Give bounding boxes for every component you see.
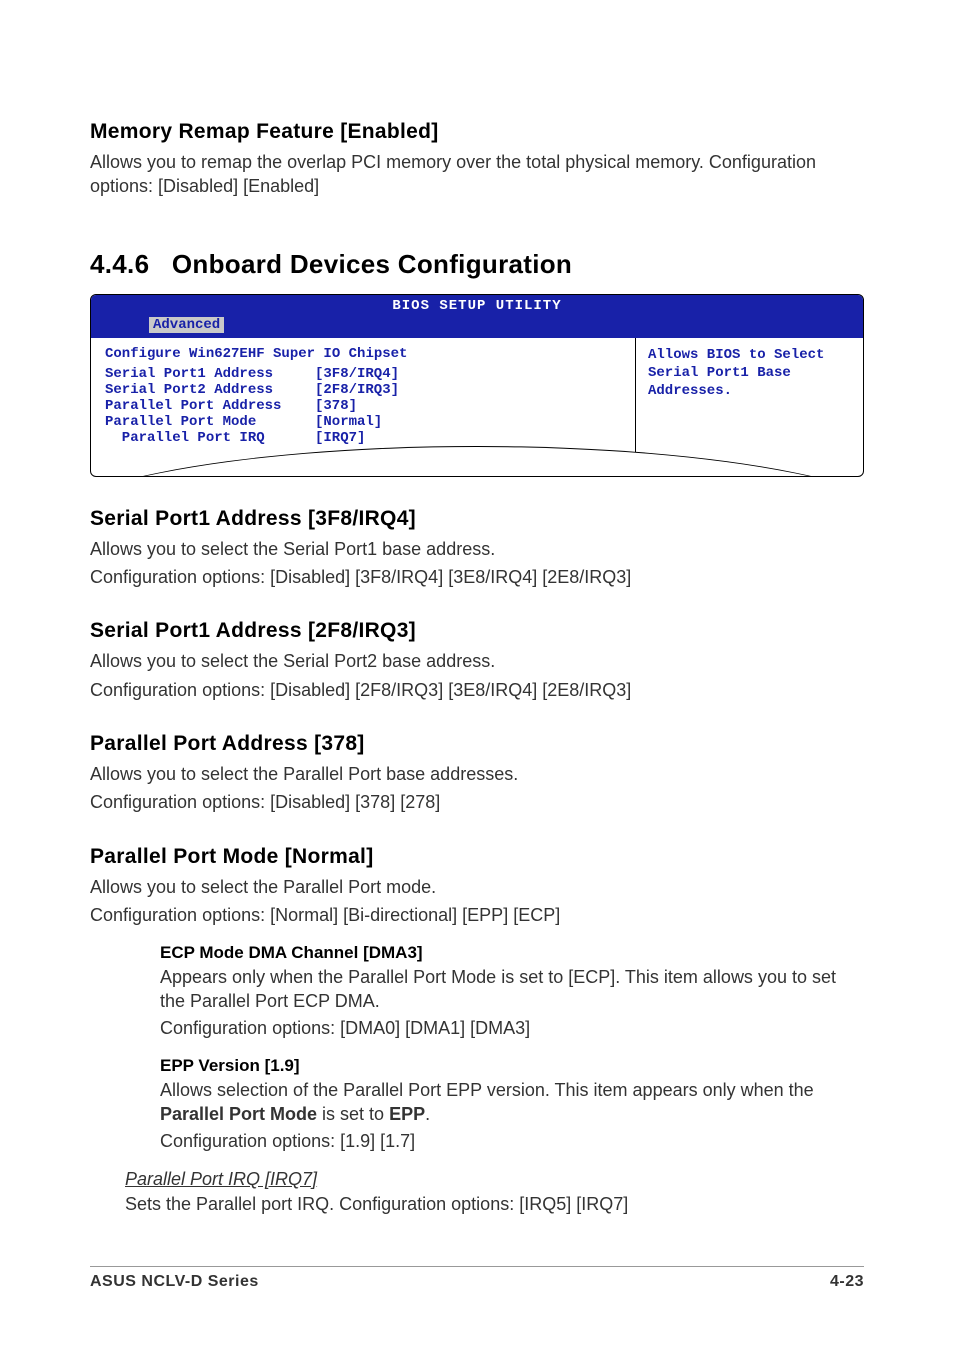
subheading-parallel-irq: Parallel Port IRQ [IRQ7] [125,1169,864,1190]
body-text: Configuration options: [DMA0] [DMA1] [DM… [160,1016,864,1040]
bios-row-label: Parallel Port Address [105,398,315,414]
bios-header: BIOS SETUP UTILITY Advanced [91,295,863,338]
chapter-number: 4.4.6 [90,249,149,279]
bios-row: Parallel Port Mode [Normal] [105,414,621,430]
text-fragment: is set to [317,1104,389,1124]
bios-screenshot: BIOS SETUP UTILITY Advanced Configure Wi… [90,294,864,477]
subheading-ecp: ECP Mode DMA Channel [DMA3] [160,943,864,963]
subsection-epp: EPP Version [1.9] Allows selection of th… [160,1056,864,1153]
body-text: Configuration options: [Disabled] [378] … [90,790,864,814]
body-text: Allows you to select the Parallel Port m… [90,875,864,899]
body-text: Allows you to select the Serial Port2 ba… [90,649,864,673]
bios-row-value: [IRQ7] [315,430,365,446]
heading-serial-port1-a: Serial Port1 Address [3F8/IRQ4] [90,507,864,531]
bios-row-value: [2F8/IRQ3] [315,382,399,398]
body-text: Configuration options: [Disabled] [3F8/I… [90,565,864,589]
heading-onboard-devices: 4.4.6 Onboard Devices Configuration [90,249,864,280]
bios-row-label: Parallel Port IRQ [105,430,315,446]
text-fragment: Allows selection of the Parallel Port EP… [160,1080,814,1100]
footer-right: 4-23 [830,1273,864,1291]
heading-parallel-addr: Parallel Port Address [378] [90,732,864,756]
bold-text: EPP [389,1104,425,1124]
body-text: Allows you to select the Parallel Port b… [90,762,864,786]
body-text: Allows selection of the Parallel Port EP… [160,1078,864,1127]
text-fragment: . [425,1104,430,1124]
subsection-ecp: ECP Mode DMA Channel [DMA3] Appears only… [160,943,864,1040]
body-text: Configuration options: [Normal] [Bi-dire… [90,903,864,927]
bios-row: Serial Port1 Address [3F8/IRQ4] [105,366,621,382]
bold-text: Parallel Port Mode [160,1104,317,1124]
bios-row-value: [Normal] [315,414,382,430]
heading-parallel-mode: Parallel Port Mode [Normal] [90,845,864,869]
body-memory-remap: Allows you to remap the overlap PCI memo… [90,150,864,199]
chapter-title: Onboard Devices Configuration [172,249,572,279]
bios-row-label: Serial Port2 Address [105,382,315,398]
page-footer: ASUS NCLV-D Series 4-23 [90,1266,864,1291]
bios-header-title: BIOS SETUP UTILITY [91,297,863,317]
bios-tab-row: Advanced [91,316,863,338]
heading-memory-remap: Memory Remap Feature [Enabled] [90,120,864,144]
bios-row-value: [3F8/IRQ4] [315,366,399,382]
bios-row: Parallel Port IRQ [IRQ7] [105,430,621,446]
body-text: Allows you to select the Serial Port1 ba… [90,537,864,561]
body-text: Appears only when the Parallel Port Mode… [160,965,864,1014]
body-text: Configuration options: [Disabled] [2F8/I… [90,678,864,702]
bios-subheading: Configure Win627EHF Super IO Chipset [105,346,621,362]
bios-tab-advanced: Advanced [149,317,224,333]
footer-left: ASUS NCLV-D Series [90,1273,259,1291]
bios-row-label: Parallel Port Mode [105,414,315,430]
bios-row: Serial Port2 Address [2F8/IRQ3] [105,382,621,398]
bios-row: Parallel Port Address [378] [105,398,621,414]
body-text: Sets the Parallel port IRQ. Configuratio… [125,1192,864,1216]
heading-serial-port1-b: Serial Port1 Address [2F8/IRQ3] [90,619,864,643]
bios-row-value: [378] [315,398,357,414]
body-text: Configuration options: [1.9] [1.7] [160,1129,864,1153]
subheading-epp: EPP Version [1.9] [160,1056,864,1076]
bios-row-label: Serial Port1 Address [105,366,315,382]
